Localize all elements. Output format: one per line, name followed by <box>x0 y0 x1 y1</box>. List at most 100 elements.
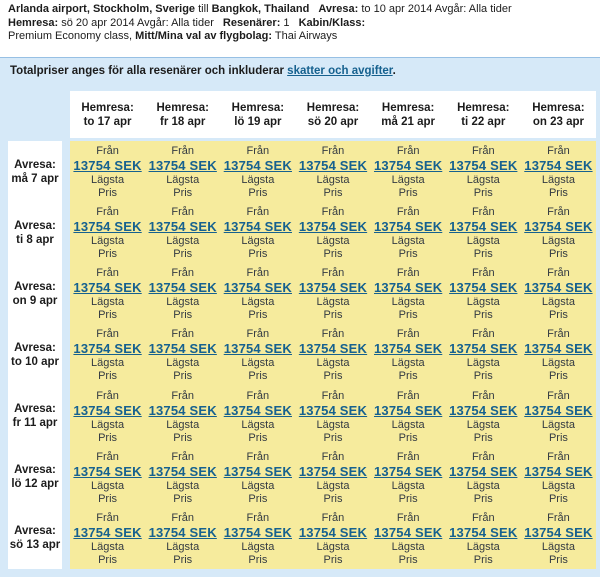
depart-value: to 10 apr 2014 Avgår: Alla tider <box>358 3 512 15</box>
price-link[interactable]: 13754 SEK <box>524 280 593 296</box>
fare-cell-r2-c4: Från 13754 SEK Lägsta Pris <box>295 202 370 263</box>
fare-from-label: Från <box>96 389 119 402</box>
fare-from-label: Från <box>246 511 270 524</box>
fare-lowest-label-2: Pris <box>548 370 568 383</box>
price-link[interactable]: 13754 SEK <box>148 219 217 235</box>
fare-from-label: Från <box>96 511 119 524</box>
fare-cell-r1-c1: Från 13754 SEK Lägsta Pris <box>70 141 145 202</box>
fare-lowest-label-2: Pris <box>248 431 268 444</box>
price-link[interactable]: 13754 SEK <box>223 524 292 540</box>
price-link[interactable]: 13754 SEK <box>73 402 142 418</box>
fare-lowest-label-2: Pris <box>323 370 343 383</box>
price-link[interactable]: 13754 SEK <box>449 219 518 235</box>
price-link[interactable]: 13754 SEK <box>298 402 368 418</box>
fare-cell-r2-c2: Från 13754 SEK Lägsta Pris <box>145 202 220 263</box>
price-link[interactable]: 13754 SEK <box>449 158 518 173</box>
fare-lowest-label: Lägsta <box>316 174 350 186</box>
fare-lowest-label-2: Pris <box>173 492 193 505</box>
price-link[interactable]: 13754 SEK <box>148 524 217 540</box>
price-link[interactable]: 13754 SEK <box>373 402 443 418</box>
return-value: sö 20 apr 2014 Avgår: Alla tider <box>58 16 214 29</box>
taxes-fees-link[interactable]: skatter och avgifter <box>287 65 393 77</box>
fare-cell-r2-c1: Från 13754 SEK Lägsta Pris <box>70 202 145 263</box>
fare-lowest-label: Lägsta <box>466 357 500 370</box>
price-link[interactable]: 13754 SEK <box>524 219 593 235</box>
fare-lowest-label: Lägsta <box>166 235 200 248</box>
summary-line-cabin: Premium Economy class, Mitt/Mina val av … <box>8 30 596 44</box>
airline-value: Thai Airways <box>272 30 338 42</box>
price-link[interactable]: 13754 SEK <box>449 463 518 479</box>
fare-from-label: Från <box>246 450 270 463</box>
fare-from-label: Från <box>547 267 570 280</box>
fare-from-label: Från <box>246 267 270 280</box>
price-link[interactable]: 13754 SEK <box>148 402 217 418</box>
price-link[interactable]: 13754 SEK <box>148 341 217 357</box>
fare-from-label: Från <box>171 328 195 341</box>
column-header-date: sö 20 apr <box>307 115 359 128</box>
price-link[interactable]: 13754 SEK <box>373 524 443 540</box>
column-header-label: Hemresa: <box>81 101 134 114</box>
price-link[interactable]: 13754 SEK <box>298 158 368 173</box>
fare-lowest-label: Lägsta <box>466 174 500 186</box>
fare-cell-r5-c6: Från 13754 SEK Lägsta Pris <box>446 386 521 447</box>
price-link[interactable]: 13754 SEK <box>373 280 443 296</box>
price-link[interactable]: 13754 SEK <box>73 341 142 357</box>
column-header-5: Hemresa: må 21 apr <box>371 91 446 138</box>
price-link[interactable]: 13754 SEK <box>373 158 443 173</box>
price-link[interactable]: 13754 SEK <box>298 524 368 540</box>
fare-lowest-label: Lägsta <box>541 357 575 370</box>
row-header-7: Avresa: sö 13 apr <box>8 508 62 569</box>
row-header-label: Avresa: <box>14 219 56 232</box>
price-link[interactable]: 13754 SEK <box>223 341 292 357</box>
price-link[interactable]: 13754 SEK <box>73 524 142 540</box>
price-link[interactable]: 13754 SEK <box>298 280 368 296</box>
column-header-label: Hemresa: <box>306 101 360 114</box>
fare-from-label: Från <box>396 267 420 280</box>
fare-cell-r5-c4: Från 13754 SEK Lägsta Pris <box>295 386 370 447</box>
price-link[interactable]: 13754 SEK <box>73 158 142 173</box>
price-link[interactable]: 13754 SEK <box>223 402 292 418</box>
row-header-label: Avresa: <box>14 341 56 354</box>
fare-lowest-label-2: Pris <box>548 492 568 505</box>
price-link[interactable]: 13754 SEK <box>298 219 368 235</box>
fare-price-line: 13754 SEK <box>371 219 446 235</box>
price-link[interactable]: 13754 SEK <box>449 280 518 296</box>
fare-price-line: 13754 SEK <box>70 158 145 174</box>
price-link[interactable]: 13754 SEK <box>524 463 593 479</box>
price-link[interactable]: 13754 SEK <box>148 280 217 296</box>
price-link[interactable]: 13754 SEK <box>223 158 292 173</box>
price-link[interactable]: 13754 SEK <box>73 219 142 235</box>
price-link[interactable]: 13754 SEK <box>298 341 368 357</box>
fare-price-line: 13754 SEK <box>371 280 446 296</box>
price-link[interactable]: 13754 SEK <box>524 402 593 418</box>
fare-cell-r3-c2: Från 13754 SEK Lägsta Pris <box>145 263 220 324</box>
column-header-label: Hemresa: <box>231 101 285 114</box>
price-link[interactable]: 13754 SEK <box>449 341 518 357</box>
price-link[interactable]: 13754 SEK <box>223 280 292 296</box>
fare-cell-r5-c2: Från 13754 SEK Lägsta Pris <box>145 386 220 447</box>
price-link[interactable]: 13754 SEK <box>524 158 593 173</box>
row-header-date: fr 11 apr <box>12 417 58 430</box>
column-header-label: Hemresa: <box>381 101 435 114</box>
fare-cell-r1-c7: Från 13754 SEK Lägsta Pris <box>521 141 596 202</box>
fare-cell-r6-c3: Från 13754 SEK Lägsta Pris <box>220 447 295 508</box>
price-link[interactable]: 13754 SEK <box>524 524 593 540</box>
price-link[interactable]: 13754 SEK <box>223 463 292 479</box>
price-link[interactable]: 13754 SEK <box>73 463 142 479</box>
price-link[interactable]: 13754 SEK <box>373 463 443 479</box>
price-link[interactable]: 13754 SEK <box>148 158 217 173</box>
price-link[interactable]: 13754 SEK <box>373 219 443 235</box>
fare-lowest-label-2: Pris <box>548 187 568 199</box>
price-link[interactable]: 13754 SEK <box>73 280 142 296</box>
fare-from-label: Från <box>396 145 420 157</box>
price-link[interactable]: 13754 SEK <box>148 463 217 479</box>
fare-from-label: Från <box>321 450 345 463</box>
row-header-4: Avresa: to 10 apr <box>8 324 62 385</box>
price-link[interactable]: 13754 SEK <box>298 463 368 479</box>
price-link[interactable]: 13754 SEK <box>449 524 518 540</box>
price-link[interactable]: 13754 SEK <box>223 219 292 235</box>
column-header-date: fr 18 apr <box>160 115 206 128</box>
price-link[interactable]: 13754 SEK <box>373 341 443 357</box>
price-link[interactable]: 13754 SEK <box>524 341 593 357</box>
price-link[interactable]: 13754 SEK <box>449 402 518 418</box>
